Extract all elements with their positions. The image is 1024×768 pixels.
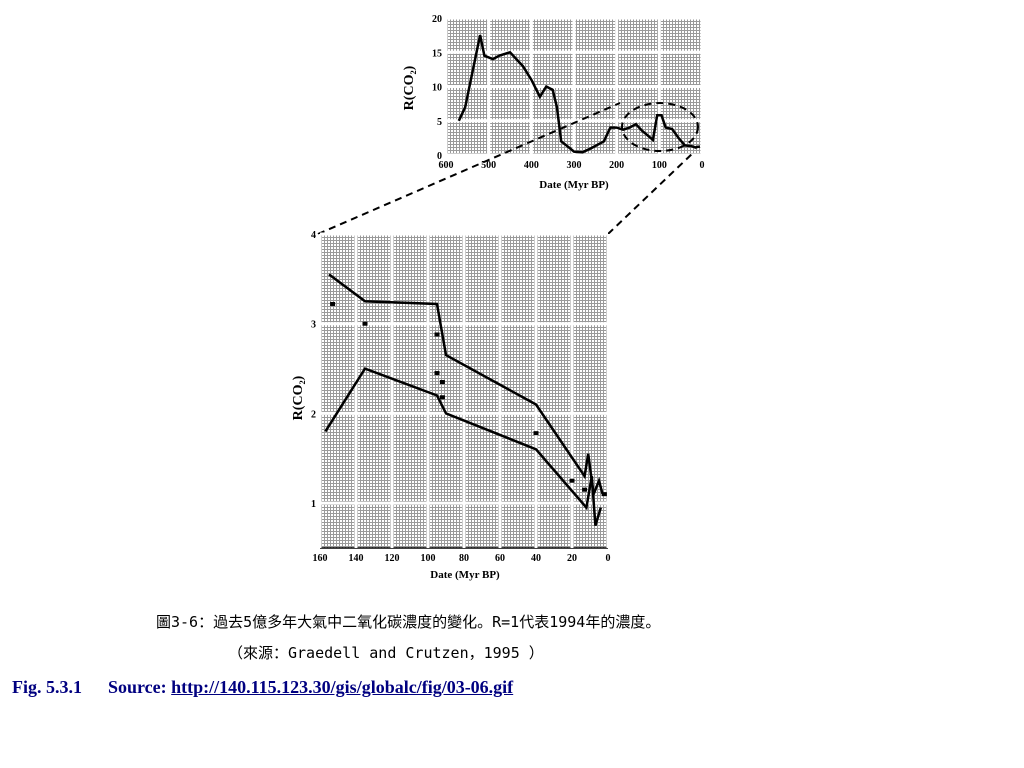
caption-line-1: 圖3-6：過去5億多年大氣中二氧化碳濃度的變化。R=1代表1994年的濃度。 — [156, 613, 661, 631]
caption-line-2: （來源：Graedell and Crutzen，1995 ） — [228, 644, 544, 662]
bottom-grid-lines — [318, 232, 610, 549]
top-xlabel: Date (Myr BP) — [539, 179, 609, 191]
top-ylabel: R(CO₂) — [402, 65, 417, 110]
bottom-y-tick-label: 3 — [311, 320, 316, 331]
bottom-data-point — [582, 487, 588, 492]
zoom-connector-left — [317, 102, 621, 235]
top-y-tick-label: 20 — [432, 14, 442, 25]
bottom-x-tick-label: 20 — [567, 553, 577, 564]
top-x-tick-label: 600 — [439, 160, 454, 171]
bottom-x-tick-label: 140 — [349, 553, 364, 564]
bottom-y-tick-label: 2 — [311, 409, 316, 420]
zoom-connector-right — [607, 151, 695, 235]
figure-label: Fig. 5.3.1 — [12, 677, 82, 697]
bottom-x-tick-label: 0 — [606, 553, 611, 564]
top-chart: 600 500 400 300 200 100 0 0 5 10 15 20 Date (Myr BP… — [402, 14, 705, 191]
bottom-x-tick-label: 80 — [459, 553, 469, 564]
footer: Fig. 5.3.1 Source: http://140.115.123.30/… — [12, 677, 513, 698]
bottom-ylabel: R(CO₂) — [291, 375, 306, 420]
bottom-series-line-2 — [324, 367, 602, 526]
top-y-tick-label: 0 — [437, 151, 442, 162]
bottom-x-tick-label: 160 — [313, 553, 328, 564]
bottom-x-tick-label: 60 — [495, 553, 505, 564]
bottom-x-tick-label: 100 — [421, 553, 436, 564]
bottom-data-point — [439, 380, 445, 385]
bottom-series — [324, 273, 604, 526]
bottom-xlabel: Date (Myr BP) — [430, 569, 500, 581]
zoom-region-ellipse — [621, 102, 699, 152]
top-x-tick-label: 100 — [652, 160, 667, 171]
bottom-points — [330, 301, 607, 497]
top-y-tick-label: 5 — [437, 117, 442, 128]
bottom-data-point — [434, 332, 440, 337]
bottom-data-point — [533, 431, 539, 436]
top-y-tick-label: 15 — [432, 48, 442, 59]
bottom-data-point — [601, 492, 607, 497]
bottom-data-point — [330, 301, 336, 306]
bottom-data-point — [362, 321, 368, 326]
bottom-data-point — [439, 395, 445, 400]
bottom-y-tick-label: 4 — [311, 230, 316, 241]
top-x-tick-label: 0 — [700, 160, 705, 171]
top-y-tick-label: 10 — [432, 83, 442, 94]
source-link[interactable]: http://140.115.123.30/gis/globalc/fig/03… — [171, 677, 514, 697]
top-series-line-1 — [457, 34, 700, 154]
bottom-x-tick-label: 40 — [531, 553, 541, 564]
bottom-data-point — [569, 478, 575, 483]
bottom-y-tick-label: 1 — [311, 499, 316, 510]
bottom-x-tick-label: 120 — [385, 553, 400, 564]
source-label: Source: — [108, 677, 167, 697]
top-grid-lines — [444, 16, 704, 157]
top-series — [457, 34, 700, 154]
top-x-tick-label: 500 — [481, 160, 496, 171]
top-x-tick-label: 300 — [567, 160, 582, 171]
bottom-tick-labels: 160 140 120 100 80 60 40 20 0 1 2 3 4 — [311, 230, 611, 564]
bottom-data-point — [434, 371, 440, 376]
top-x-tick-label: 200 — [609, 160, 624, 171]
top-x-tick-label: 400 — [524, 160, 539, 171]
top-tick-labels: 600 500 400 300 200 100 0 0 5 10 15 20 — [432, 14, 705, 171]
bottom-series-line-1 — [328, 273, 604, 500]
